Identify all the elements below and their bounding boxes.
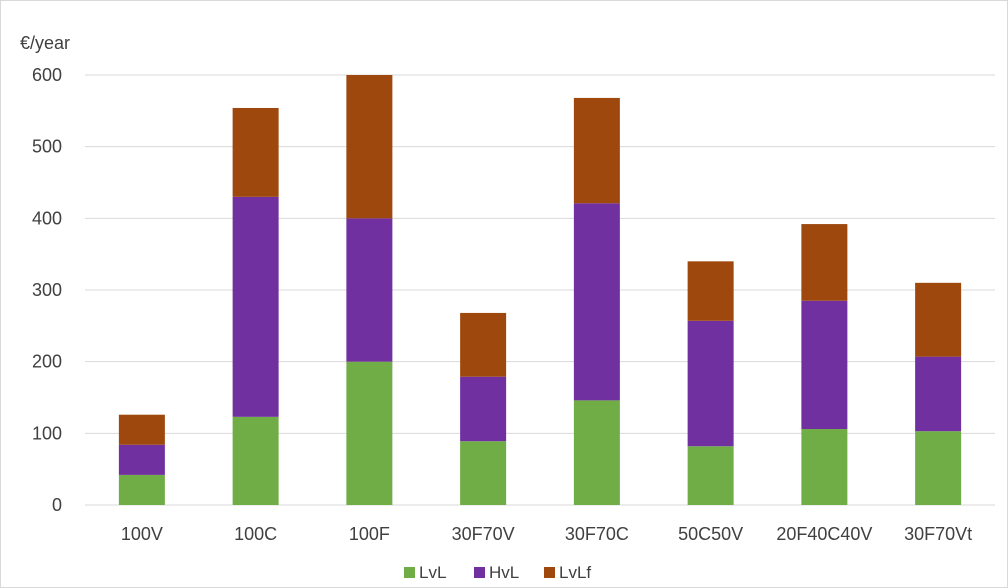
y-tick-label: 100 [32,423,62,443]
bar-hvl-30f70v [460,376,507,442]
x-tick-label: 30F70Vt [904,524,972,544]
bar-lvl-20f40c40v [801,429,848,505]
y-axis-label: €/year [20,33,70,53]
bar-hvl-30f70vt [915,356,962,432]
bar-lvl-50c50v [687,446,734,505]
y-tick-label: 0 [52,495,62,515]
bar-hvl-30f70c [573,203,620,401]
bar-lvl-100f [346,361,393,505]
bar-hvl-100v [118,444,165,475]
x-tick-label: 30F70V [452,524,515,544]
bar-lvl-100v [118,474,165,505]
x-tick-label: 100C [234,524,277,544]
x-tick-label: 50C50V [678,524,743,544]
y-tick-label: 400 [32,208,62,228]
legend-label-lvl: LvL [419,563,446,582]
bar-lvlf-30f70c [573,97,620,204]
legend-label-hvl: HvL [489,563,519,582]
y-tick-labels: 0 100 200 300 400 500 600 [32,65,62,515]
bar-lvlf-100v [118,414,165,445]
bar-lvlf-100f [346,75,393,219]
y-tick-label: 500 [32,137,62,157]
x-tick-labels: 100V 100C 100F 30F70V 30F70C 50C50V 20F40C40V 3… [121,524,972,544]
x-tick-label: 100V [121,524,163,544]
legend: LvL HvL LvLf [404,563,591,582]
y-tick-label: 200 [32,352,62,372]
y-tick-label: 600 [32,65,62,85]
bar-lvl-30f70v [460,441,507,505]
bar-hvl-100c [232,196,279,417]
legend-swatch-lvlf [544,567,555,578]
x-tick-label: 100F [349,524,390,544]
bar-hvl-20f40c40v [801,300,848,430]
bar-lvlf-20f40c40v [801,224,848,301]
bar-hvl-100f [346,218,393,362]
bars [118,75,962,505]
x-tick-label: 20F40C40V [776,524,872,544]
x-tick-label: 30F70C [565,524,629,544]
bar-lvl-30f70vt [915,431,962,505]
y-tick-label: 300 [32,280,62,300]
bar-lvlf-50c50v [687,261,734,321]
legend-swatch-hvl [474,567,485,578]
bar-lvlf-30f70v [460,312,507,377]
bar-hvl-50c50v [687,320,734,447]
legend-label-lvlf: LvLf [559,563,591,582]
bar-lvlf-100c [232,107,279,197]
legend-swatch-lvl [404,567,415,578]
gridlines [85,74,995,506]
bar-lvl-30f70c [573,400,620,505]
bar-lvlf-30f70vt [915,282,962,357]
bar-lvl-100c [232,416,279,505]
